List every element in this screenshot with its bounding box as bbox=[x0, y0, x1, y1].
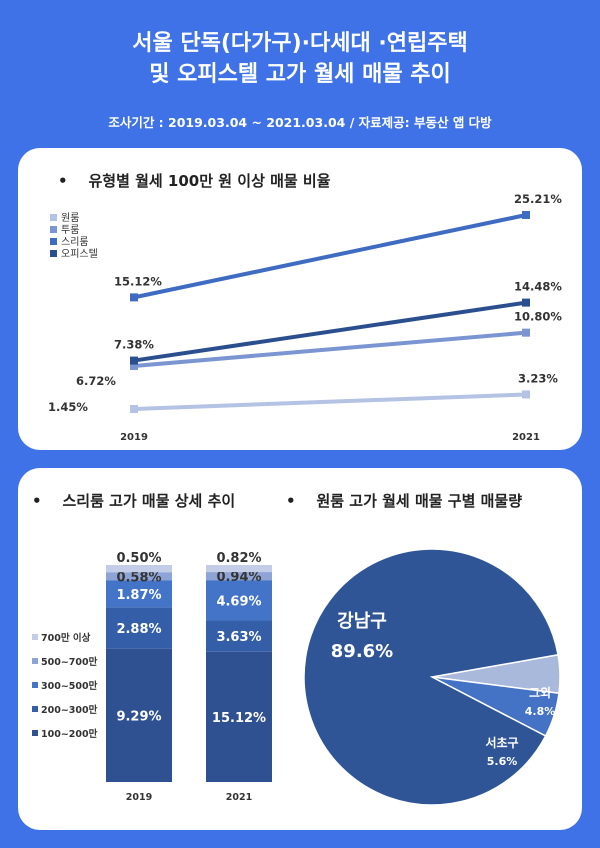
x-tick-label: 2021 bbox=[512, 432, 540, 443]
data-point bbox=[130, 405, 138, 413]
legend-swatch bbox=[50, 238, 57, 245]
data-label: 3.23% bbox=[518, 371, 558, 385]
line-chart-title: • 유형별 월세 100만 원 이상 매물 비율 bbox=[58, 172, 331, 190]
bar-chart-title-text: 스리룸 고가 매물 상세 추이 bbox=[62, 492, 236, 510]
legend-swatch bbox=[50, 226, 57, 233]
x-tick-label: 2021 bbox=[226, 792, 252, 803]
data-label: 2.88% bbox=[116, 622, 161, 637]
data-label: 0.58% bbox=[116, 570, 161, 585]
legend-label: 300~500만 bbox=[41, 680, 98, 692]
data-label: 15.12% bbox=[114, 274, 162, 288]
data-point bbox=[130, 356, 138, 365]
data-label: 1.45% bbox=[48, 400, 88, 414]
legend-label: 200~300만 bbox=[41, 704, 98, 716]
pie-label: 강남구 bbox=[337, 611, 387, 632]
pie-label: 서초구 bbox=[485, 735, 518, 750]
series-line bbox=[133, 330, 527, 368]
data-point bbox=[130, 361, 138, 370]
bar-segment bbox=[106, 607, 172, 649]
bar-chart-title: • 스리룸 고가 매물 상세 추이 bbox=[32, 492, 236, 510]
legend-swatch bbox=[32, 634, 38, 640]
pie-chart-title: • 원룸 고가 월세 매물 구별 매물량 bbox=[286, 492, 522, 510]
legend-label: 투룸 bbox=[61, 224, 79, 236]
legend-swatch bbox=[50, 250, 57, 257]
data-label: 1.87% bbox=[116, 588, 161, 603]
title-line-1: 서울 단독(다가구)·다세대 ·연립주택 bbox=[132, 31, 468, 56]
bar-segment bbox=[206, 565, 272, 573]
legend-label: 스리룸 bbox=[61, 236, 89, 248]
data-label: 6.72% bbox=[76, 374, 116, 388]
line-chart-card: • 유형별 월세 100만 원 이상 매물 비율 2019 2021 원룸 1.45%… bbox=[18, 148, 582, 450]
title-line-2: 및 오피스텔 고가 월세 매물 추이 bbox=[149, 62, 451, 87]
line-chart: 2019 2021 원룸 1.45% 3.23% 투룸 6.72% 10.80% 스리룸 15.1… bbox=[48, 192, 562, 443]
x-tick-label: 2019 bbox=[120, 432, 148, 443]
data-label: 25.21% bbox=[514, 192, 562, 206]
bar-segment bbox=[206, 580, 272, 621]
legend-label: 오피스텔 bbox=[61, 248, 98, 260]
legend-swatch bbox=[32, 730, 38, 736]
legend-label: 500~700만 bbox=[41, 656, 98, 668]
legend-swatch bbox=[32, 706, 38, 712]
data-label: 7.38% bbox=[114, 338, 154, 352]
data-label: 10.80% bbox=[514, 310, 562, 324]
line-chart-title-text: 유형별 월세 100만 원 이상 매물 비율 bbox=[88, 172, 331, 190]
legend-label: 원룸 bbox=[61, 212, 79, 224]
bar-segment bbox=[106, 648, 172, 782]
bar-segment bbox=[206, 620, 272, 652]
pie-slice bbox=[303, 548, 559, 806]
bar-segment bbox=[206, 572, 272, 581]
data-point bbox=[130, 293, 138, 302]
legend-swatch bbox=[32, 658, 38, 664]
data-label: 3.63% bbox=[216, 630, 261, 645]
pie-label: 그외 bbox=[529, 685, 551, 700]
bottom-card: • 스리룸 고가 매물 상세 추이 • 원룸 고가 월세 매물 구별 매물량 7… bbox=[18, 468, 582, 830]
data-point bbox=[522, 328, 530, 337]
data-point bbox=[522, 390, 530, 399]
bar-segment bbox=[206, 651, 272, 782]
legend-swatch bbox=[50, 214, 57, 221]
data-point bbox=[522, 210, 530, 219]
bar-segment bbox=[106, 580, 172, 608]
data-label: 4.69% bbox=[216, 594, 261, 609]
series-line bbox=[133, 392, 527, 411]
pie-chart-title-text: 원룸 고가 월세 매물 구별 매물량 bbox=[316, 492, 522, 510]
bar-segment bbox=[106, 572, 172, 581]
pie-value: 89.6% bbox=[331, 641, 393, 662]
subtitle: 조사기간 : 2019.03.04 ~ 2021.03.04 / 자료제공: 부… bbox=[108, 115, 492, 130]
data-label: 0.94% bbox=[216, 570, 261, 585]
series-line bbox=[133, 213, 527, 300]
pie-value: 4.8% bbox=[525, 705, 556, 718]
bar-segment bbox=[106, 565, 172, 573]
data-label: 15.12% bbox=[212, 711, 266, 726]
data-label: 0.50% bbox=[116, 551, 161, 566]
data-label: 14.48% bbox=[514, 280, 562, 294]
data-label: 0.82% bbox=[216, 551, 261, 566]
data-label: 9.29% bbox=[116, 709, 161, 724]
legend-swatch bbox=[32, 682, 38, 688]
x-tick-label: 2019 bbox=[126, 792, 152, 803]
legend-label: 700만 이상 bbox=[41, 632, 91, 644]
pie-value: 5.6% bbox=[487, 755, 518, 768]
bar-and-pie-chart: 700만 이상 500~700만 300~500만 200~300만 100~200만 9… bbox=[32, 548, 561, 806]
data-point bbox=[522, 298, 530, 307]
series-line bbox=[133, 300, 527, 363]
legend-label: 100~200만 bbox=[41, 728, 98, 740]
